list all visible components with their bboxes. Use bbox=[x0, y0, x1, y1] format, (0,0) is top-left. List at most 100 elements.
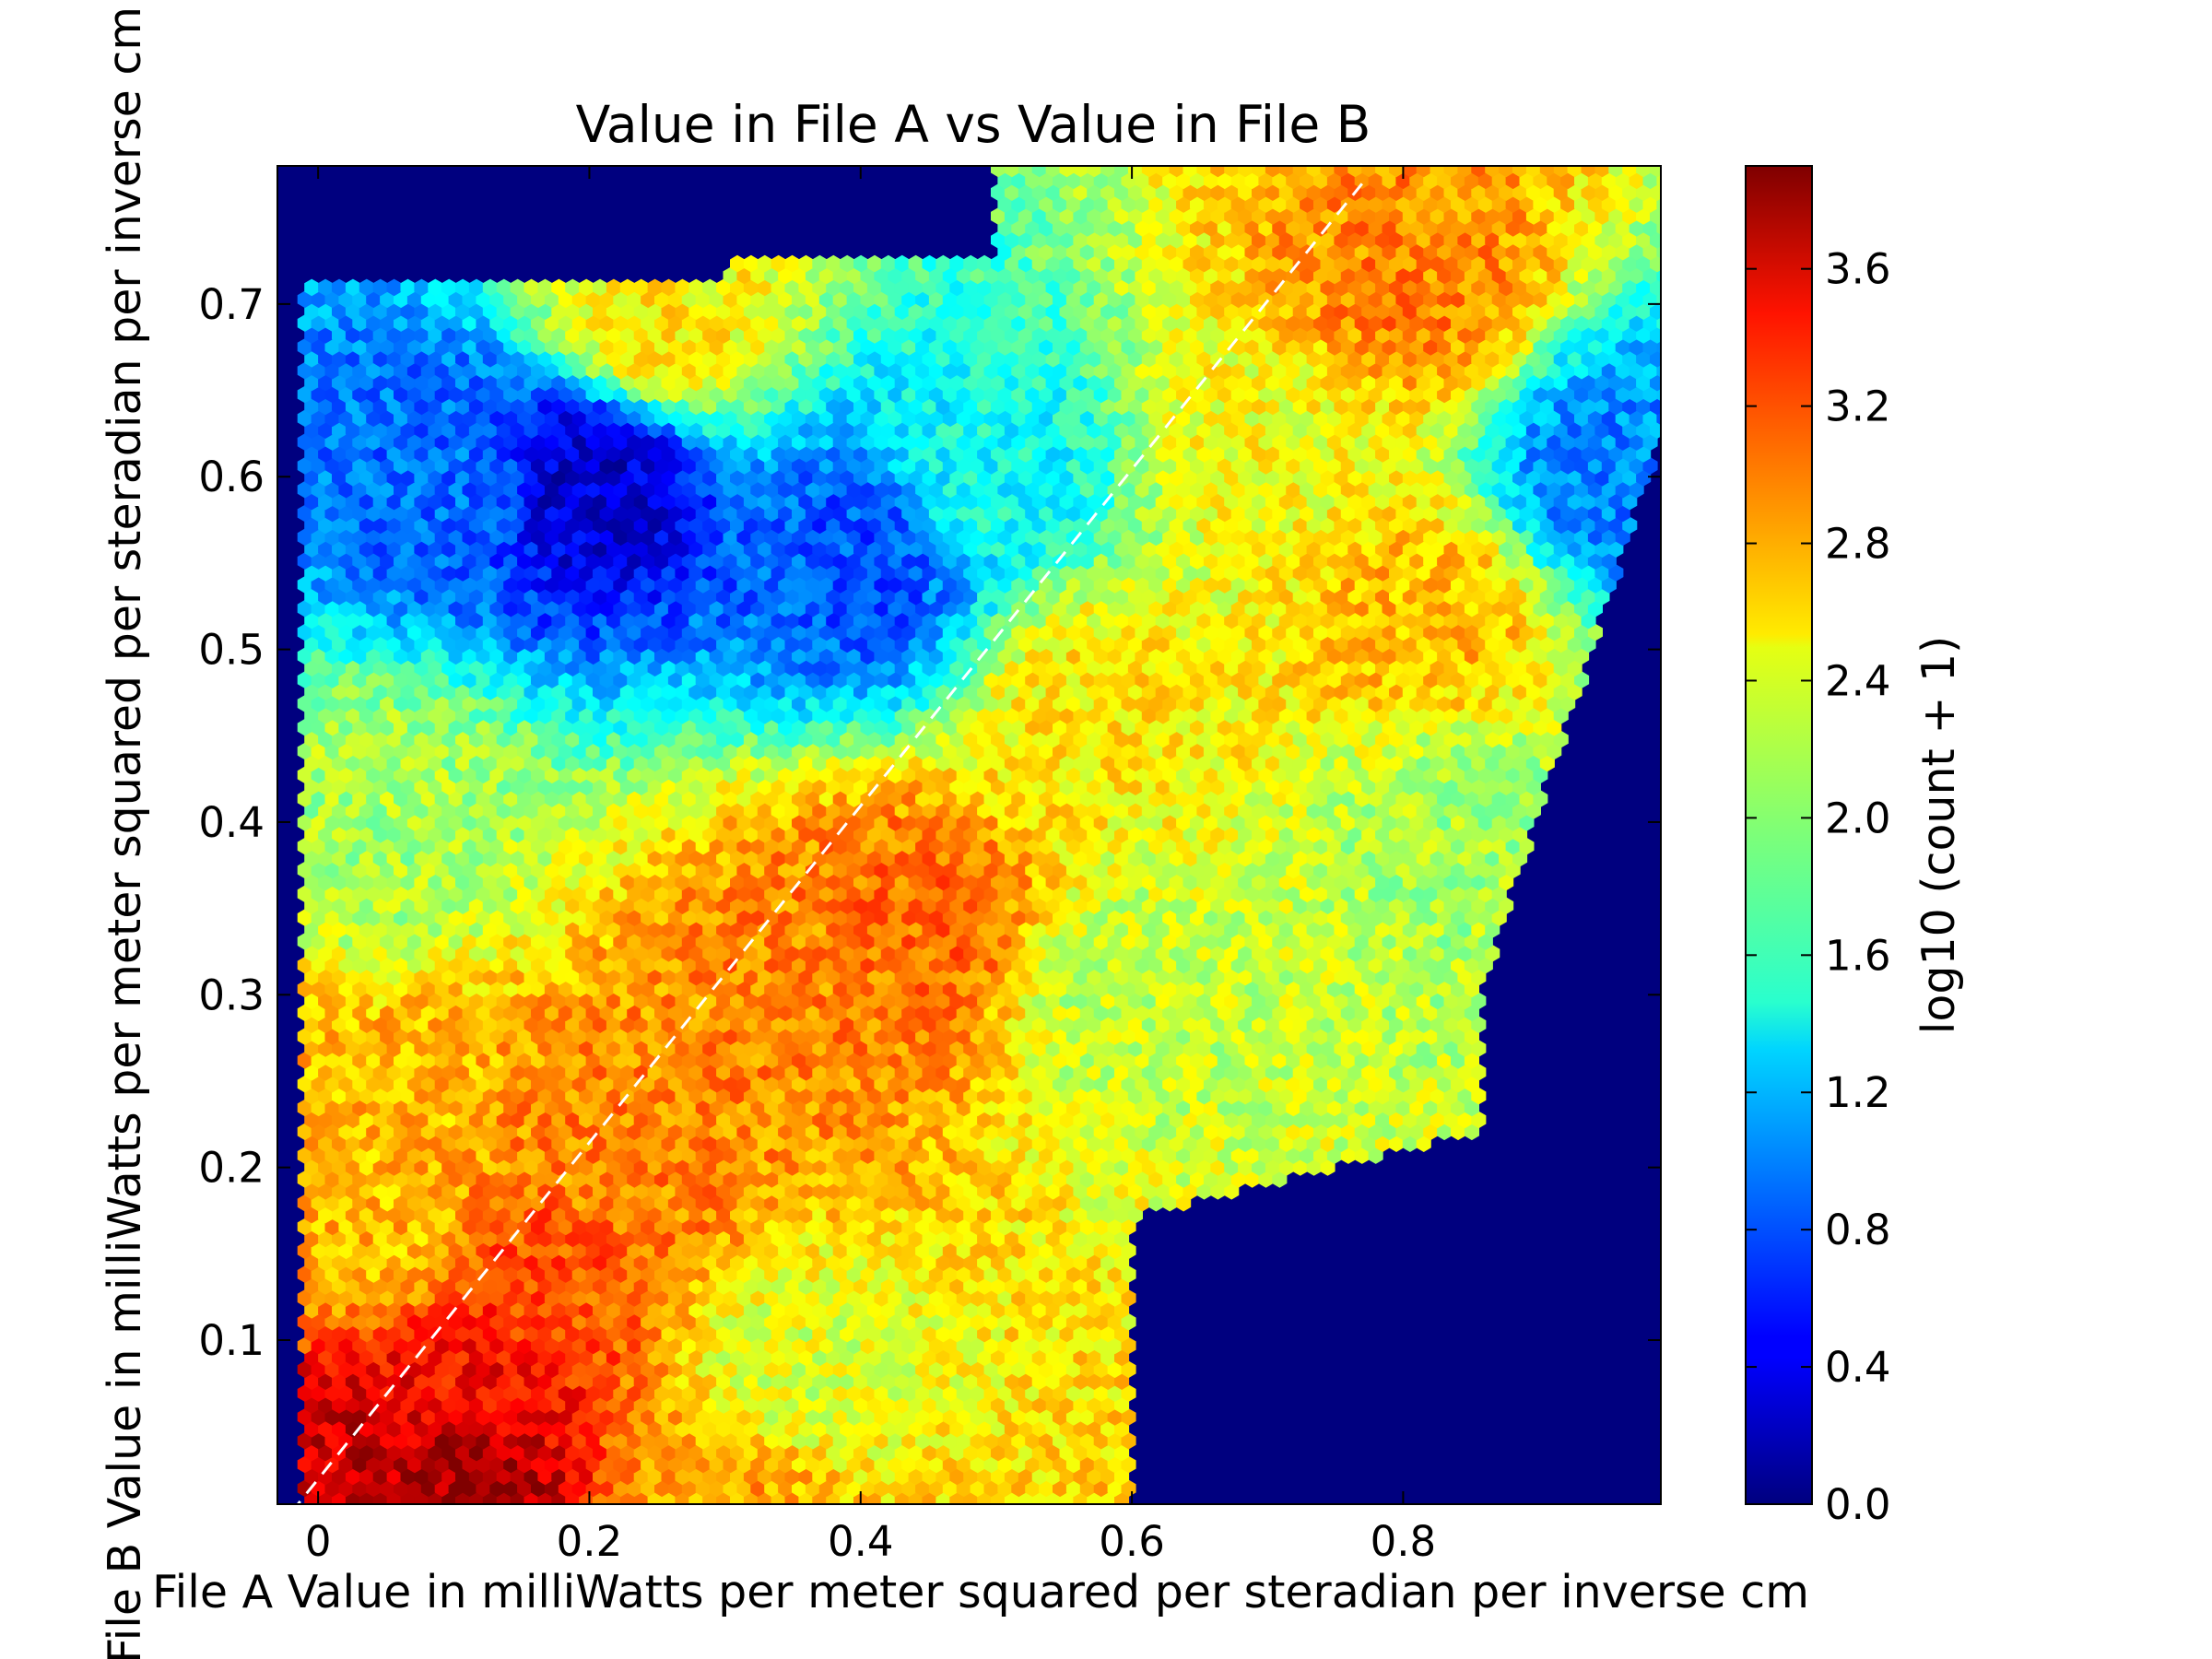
hexbin-cell bbox=[585, 1360, 601, 1379]
hexbin-cell bbox=[1258, 1147, 1274, 1164]
hexbin-cell bbox=[1203, 1171, 1218, 1188]
hexbin-cell bbox=[633, 1503, 636, 1504]
hexbin-cell bbox=[997, 1360, 1013, 1379]
hexbin-cell bbox=[619, 1230, 635, 1248]
hexbin-cell bbox=[661, 1348, 677, 1367]
hexbin-cell bbox=[880, 1396, 896, 1414]
hexbin-cell bbox=[1039, 1265, 1054, 1283]
hexbin-cell bbox=[593, 1324, 608, 1343]
hexbin-cell bbox=[702, 1396, 718, 1414]
hexbin-cell bbox=[792, 1147, 807, 1164]
hexbin-cell bbox=[537, 1159, 553, 1176]
hexbin-cell bbox=[311, 1455, 326, 1474]
hexbin-cell bbox=[359, 1159, 374, 1176]
hexbin-cell bbox=[1065, 1289, 1081, 1307]
hexbin-cell bbox=[482, 1396, 498, 1414]
hexbin-cell bbox=[311, 1360, 326, 1379]
hexbin-cell bbox=[434, 1241, 450, 1260]
hexbin-cell bbox=[681, 1218, 697, 1236]
hexbin-cell bbox=[311, 1171, 326, 1188]
hexbin-cell bbox=[503, 1147, 519, 1164]
hexbin-cell bbox=[915, 1384, 931, 1402]
hexbin-cell bbox=[297, 1218, 312, 1236]
hexbin-cell bbox=[448, 1289, 464, 1307]
hexbin-cell bbox=[688, 1324, 704, 1343]
hexbin-cell bbox=[1107, 1289, 1123, 1307]
hexbin-cell bbox=[544, 1384, 559, 1402]
hexbin-cell bbox=[716, 1206, 732, 1224]
hexbin-cell bbox=[593, 1301, 608, 1319]
hexbin-cell bbox=[1093, 1218, 1109, 1236]
hexbin-cell bbox=[531, 1241, 547, 1260]
hexbin-cell bbox=[324, 1431, 340, 1450]
hexbin-cell bbox=[1011, 1384, 1027, 1402]
hexbin-cell bbox=[304, 1396, 320, 1414]
hexbin-cell bbox=[757, 1348, 772, 1367]
hexbin-cell bbox=[406, 1384, 422, 1402]
hexbin-cell bbox=[366, 1265, 382, 1283]
hexbin-cell bbox=[338, 1479, 354, 1498]
hexbin-cell bbox=[1039, 1171, 1054, 1188]
hexbin-cell bbox=[1045, 1206, 1061, 1224]
hexbin-cell bbox=[743, 1372, 759, 1390]
hexbin-cell bbox=[304, 1253, 320, 1271]
hexbin-cell bbox=[489, 1289, 505, 1307]
hexbin-cell bbox=[853, 1396, 869, 1414]
hexbin-cell bbox=[531, 1171, 547, 1188]
hexbin-cell bbox=[476, 1408, 491, 1426]
hexbin-cell bbox=[922, 1396, 937, 1414]
hexbin-cell bbox=[915, 1408, 931, 1426]
hexbin-cell bbox=[599, 1455, 615, 1474]
hexbin-cell bbox=[832, 1194, 848, 1212]
hexbin-cell bbox=[1141, 1159, 1157, 1176]
hexbin-cell bbox=[730, 1443, 745, 1462]
hexbin-cell bbox=[1011, 1218, 1027, 1236]
hexbin-cell bbox=[455, 1182, 471, 1200]
hexbin-cell bbox=[366, 1455, 382, 1474]
hexbin-cell bbox=[524, 1182, 539, 1200]
hexbin-cell bbox=[496, 1159, 512, 1176]
hexbin-cell bbox=[695, 1147, 711, 1164]
hexbin-cell bbox=[524, 1467, 539, 1486]
hexbin-cell bbox=[832, 1336, 848, 1355]
hexbin-cell bbox=[935, 1396, 951, 1414]
hexbin-cell bbox=[468, 1159, 484, 1176]
hexbin-cell bbox=[517, 1455, 533, 1474]
hexbin-cell bbox=[888, 1312, 903, 1331]
hexbin-cell bbox=[647, 1301, 663, 1319]
hexbin-cell bbox=[380, 1265, 395, 1283]
hexbin-cell bbox=[846, 1408, 862, 1426]
hexbin-cell bbox=[661, 1324, 677, 1343]
hexbin-cell bbox=[496, 1443, 512, 1462]
hexbin-cell bbox=[338, 1336, 354, 1355]
hexbin-cell bbox=[324, 1360, 340, 1379]
hexbin-cell bbox=[366, 1218, 382, 1236]
hexbin-cell bbox=[928, 1431, 944, 1450]
hexbin-cell bbox=[613, 1241, 629, 1260]
hexbin-cell bbox=[647, 1420, 663, 1438]
hexbin-cell bbox=[956, 1384, 971, 1402]
hexbin-cell bbox=[935, 1301, 951, 1319]
hexbin-cell bbox=[641, 1408, 656, 1426]
hexbin-cell bbox=[531, 1147, 547, 1164]
hexbin-cell bbox=[997, 1241, 1013, 1260]
hexbin-cell bbox=[510, 1372, 525, 1390]
hexbin-cell bbox=[619, 1159, 635, 1176]
hexbin-cell bbox=[1059, 1396, 1075, 1414]
hexbin-cell bbox=[730, 1301, 745, 1319]
hexbin-cell bbox=[812, 1467, 828, 1486]
hexbin-cell bbox=[434, 1408, 450, 1426]
hexbin-cell bbox=[983, 1147, 999, 1164]
hexbin-cell bbox=[1244, 1171, 1260, 1188]
hexbin-cell bbox=[565, 1182, 581, 1200]
hexbin-cell bbox=[517, 1479, 533, 1498]
hexbin-cell bbox=[935, 1206, 951, 1224]
hexbin-cell bbox=[366, 1241, 382, 1260]
hexbin-cell bbox=[434, 1265, 450, 1283]
hexbin-cell bbox=[750, 1360, 766, 1379]
hexbin-cell bbox=[956, 1408, 971, 1426]
hexbin-cell bbox=[661, 1253, 677, 1271]
hexbin-cell bbox=[840, 1372, 855, 1390]
hexbin-cell bbox=[1340, 1147, 1356, 1164]
hexbin-cell bbox=[757, 1372, 772, 1390]
